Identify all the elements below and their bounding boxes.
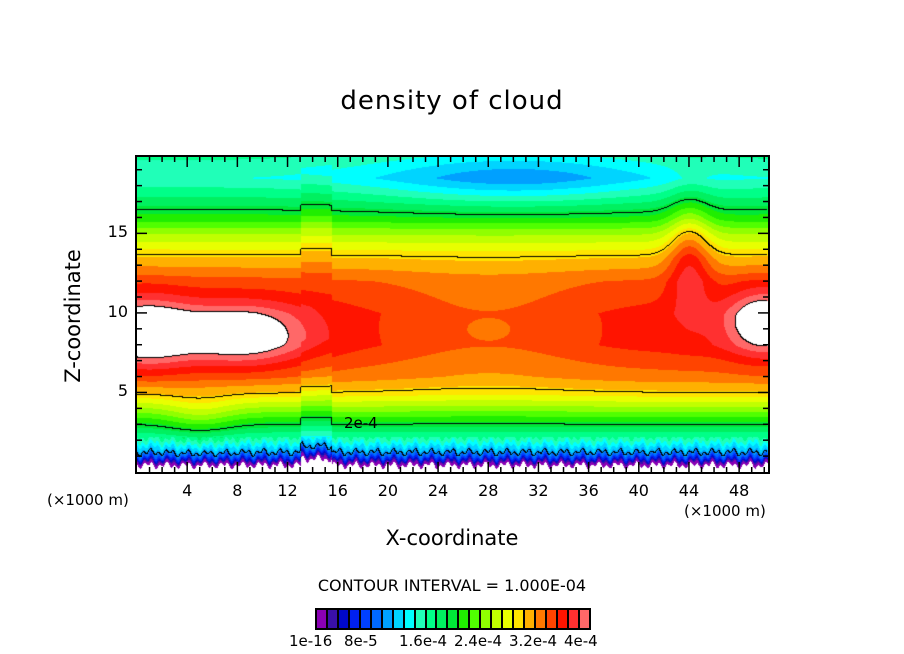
colorbar-cell [415,610,427,628]
y-unit-label: (×1000 m) [47,491,129,509]
colorbar [315,608,591,630]
colorbar-cell [514,610,526,628]
colorbar-cell [349,610,361,628]
colorbar-cell [327,610,339,628]
colorbar-cell [536,610,548,628]
colorbar-label: 1.6e-4 [399,632,448,650]
axis-ticks [137,157,768,472]
x-tick-label: 12 [277,481,298,500]
x-tick-label: 24 [427,481,449,500]
colorbar-cell [426,610,438,628]
x-tick-label: 28 [478,481,499,500]
colorbar-cell [360,610,372,628]
colorbar-cell [448,610,460,628]
y-axis-label: Z-coordinate [61,249,85,383]
colorbar-label: 4e-4 [564,632,598,650]
chart-title: density of cloud [340,86,564,116]
colorbar-cell [547,610,558,628]
x-tick-label: 48 [728,481,750,500]
x-tick-label: 44 [678,481,700,500]
x-tick-label: 40 [628,481,649,500]
plot-area: 2e-4 [135,155,770,474]
x-axis-label: X-coordinate [385,526,519,550]
contour-label: 2e-4 [343,414,378,433]
y-tick-label: 5 [117,381,128,401]
colorbar-cell [393,610,405,628]
colorbar-cell [317,610,328,628]
colorbar-cell [568,610,580,628]
x-tick-label: 36 [578,481,599,500]
colorbar-cell [492,610,504,628]
colorbar-cell [459,610,471,628]
colorbar-cell [503,610,515,628]
colorbar-label: 2.4e-4 [454,632,503,650]
x-tick-label: 20 [377,481,399,500]
colorbar-label: 3.2e-4 [509,632,558,650]
colorbar-label: 8e-5 [344,632,378,650]
colorbar-cell [338,610,350,628]
x-unit-label: (×1000 m) [684,502,766,520]
colorbar-cell [371,610,383,628]
colorbar-cell [470,610,482,628]
x-tick-label: 8 [232,481,243,500]
colorbar-cell [382,610,394,628]
colorbar-cell [404,610,416,628]
colorbar-cell [481,610,493,628]
y-tick-label: 15 [107,222,128,242]
contour-interval-text: CONTOUR INTERVAL = 1.000E-04 [317,576,587,595]
colorbar-cell [557,610,569,628]
colorbar-cell [437,610,449,628]
x-tick-label: 16 [327,481,348,500]
colorbar-label: 1e-16 [289,632,333,650]
colorbar-cell [525,610,537,628]
contour-field [137,157,768,472]
colorbar-cell [579,610,589,628]
x-tick-label: 32 [528,481,549,500]
y-tick-label: 10 [107,301,128,321]
x-tick-label: 4 [182,481,193,500]
